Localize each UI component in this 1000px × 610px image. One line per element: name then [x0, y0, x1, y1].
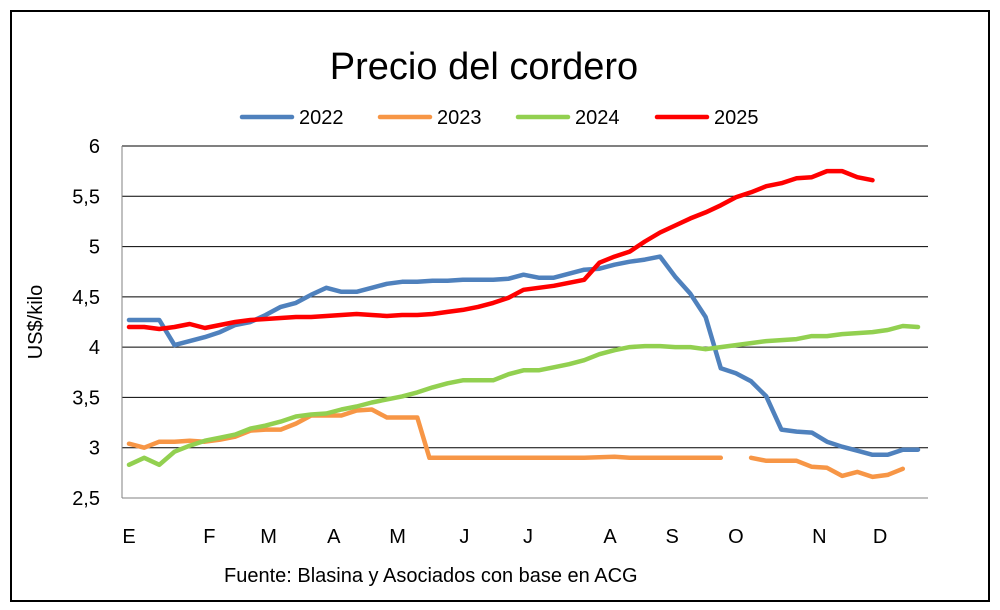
legend: 2022 2023 2024 2025: [239, 107, 759, 129]
legend-label-2023: 2023: [437, 107, 482, 129]
x-tick-label: O: [728, 526, 744, 548]
y-axis-label: US$/kilo: [25, 285, 47, 359]
series-line-2024: [126, 323, 921, 468]
series-line-2022: [126, 254, 921, 458]
series-line-2023: [126, 407, 724, 461]
x-tick-label: M: [389, 526, 406, 548]
legend-label-2024: 2024: [575, 107, 620, 129]
x-tick-label: J: [523, 526, 533, 548]
y-tick-label: 4: [89, 337, 100, 359]
x-tick-label: F: [203, 526, 215, 548]
y-tick-label: 5,5: [72, 186, 100, 208]
legend-label-2022: 2022: [299, 107, 344, 129]
chart-frame: Precio del cordero 2022 2023 2024 2025 2,5 3…: [10, 10, 990, 602]
x-tick-label: A: [327, 526, 341, 548]
y-tick-label: 5: [89, 237, 100, 259]
x-tick-label: N: [812, 526, 826, 548]
line-chart: Precio del cordero 2022 2023 2024 2025 2,5 3…: [25, 46, 928, 587]
y-axis-ticks: 2,5 3 3,5 4 4,5 5 5,5 6: [72, 136, 100, 510]
legend-label-2025: 2025: [714, 107, 759, 129]
series-line-2025: [126, 168, 875, 332]
chart-title: Precio del cordero: [330, 46, 638, 88]
x-tick-label: M: [260, 526, 277, 548]
y-tick-label: 2,5: [72, 488, 100, 510]
y-tick-label: 3,5: [72, 387, 100, 409]
x-tick-label: D: [873, 526, 887, 548]
x-tick-label: J: [459, 526, 469, 548]
gridlines: [122, 145, 928, 449]
source-note: Fuente: Blasina y Asociados con base en …: [224, 565, 638, 587]
x-tick-label: S: [666, 526, 679, 548]
y-tick-label: 4,5: [72, 287, 100, 309]
y-tick-label: 3: [89, 438, 100, 460]
series-line-2023: [748, 455, 906, 480]
y-tick-label: 6: [89, 136, 100, 158]
series-lines: [126, 168, 921, 480]
x-tick-label: E: [122, 526, 135, 548]
x-tick-label: A: [603, 526, 617, 548]
